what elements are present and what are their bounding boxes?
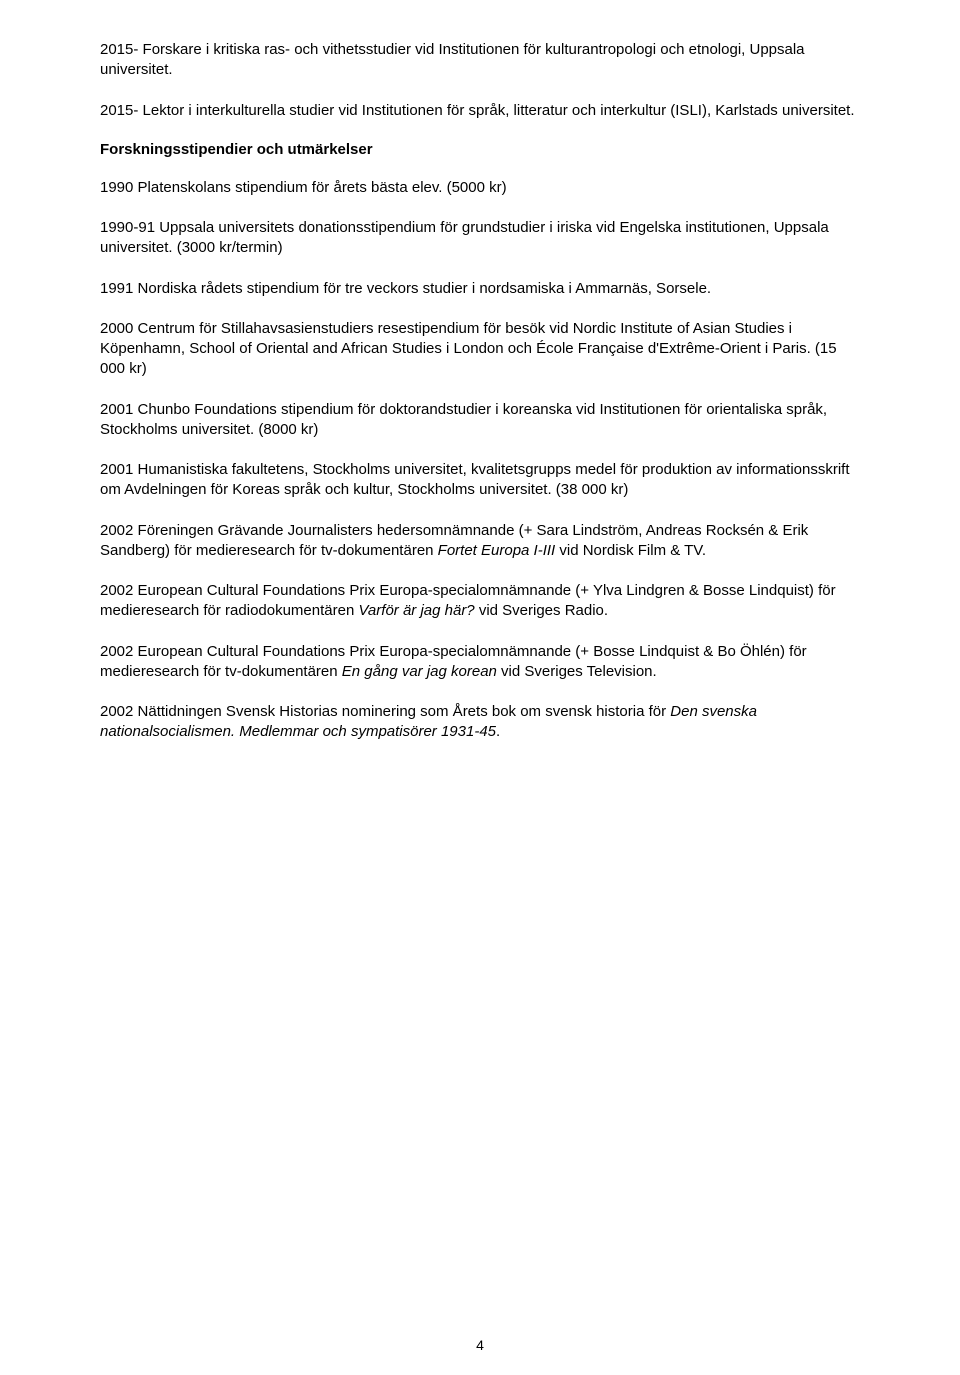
- text-run: vid Sveriges Television.: [497, 663, 657, 680]
- text-run: vid Sveriges Radio.: [475, 602, 608, 619]
- paragraph: 2000 Centrum för Stillahavsasienstudiers…: [100, 319, 860, 380]
- paragraph: 2002 European Cultural Foundations Prix …: [100, 642, 860, 683]
- paragraph: 2002 Nättidningen Svensk Historias nomin…: [100, 702, 860, 743]
- paragraph: 2001 Humanistiska fakultetens, Stockholm…: [100, 460, 860, 501]
- italic-title: En gång var jag korean: [342, 663, 497, 680]
- italic-title: Fortet Europa I-III: [438, 542, 556, 559]
- paragraph: 1991 Nordiska rådets stipendium för tre …: [100, 279, 860, 299]
- paragraph: 2002 European Cultural Foundations Prix …: [100, 581, 860, 622]
- paragraph: 2001 Chunbo Foundations stipendium för d…: [100, 400, 860, 441]
- text-run: vid Nordisk Film & TV.: [555, 542, 706, 559]
- paragraph: 2002 Föreningen Grävande Journalisters h…: [100, 521, 860, 562]
- text-run: .: [496, 723, 500, 740]
- paragraph: 1990 Platenskolans stipendium för årets …: [100, 178, 860, 198]
- page-number: 4: [0, 1337, 960, 1353]
- paragraph: 2015- Lektor i interkulturella studier v…: [100, 101, 860, 121]
- text-run: 2002 Nättidningen Svensk Historias nomin…: [100, 703, 670, 720]
- paragraph: 1990-91 Uppsala universitets donationsst…: [100, 218, 860, 259]
- paragraph: 2015- Forskare i kritiska ras- och vithe…: [100, 40, 860, 81]
- section-heading: Forskningsstipendier och utmärkelser: [100, 141, 860, 158]
- document-page: 2015- Forskare i kritiska ras- och vithe…: [0, 0, 960, 1375]
- italic-title: Varför är jag här?: [358, 602, 474, 619]
